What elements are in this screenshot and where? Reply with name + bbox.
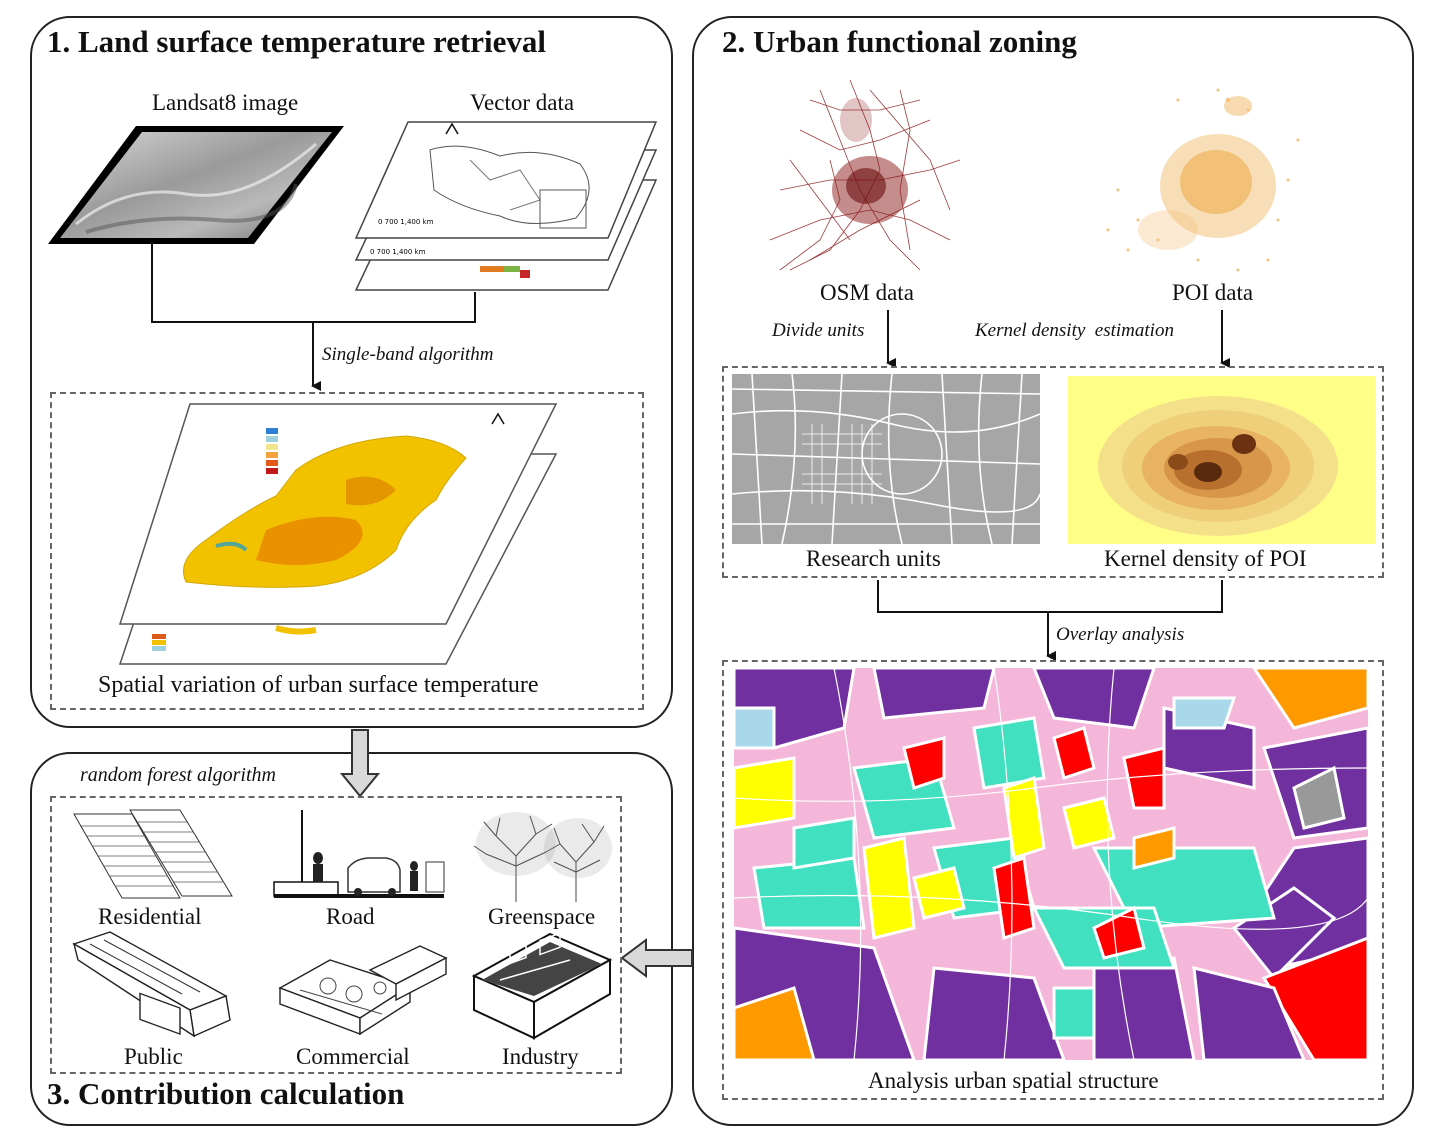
vector-label: Vector data <box>470 90 575 115</box>
public-illustration <box>72 931 231 1038</box>
panel-lst-title: 1. Land surface temperature retrieval <box>47 24 547 59</box>
research-units-label: Research units <box>806 546 941 571</box>
landsat-image <box>48 126 344 244</box>
poi-label: POI data <box>1172 280 1254 305</box>
vector-data-map: 0 700 1,400 km 0 700 1,400 km <box>354 121 658 291</box>
categories-frame <box>50 796 622 1074</box>
kde-label: Kernel density estimation <box>975 320 1174 341</box>
greenspace-illustration <box>473 812 612 902</box>
residential-illustration <box>73 809 233 899</box>
commercial-illustration <box>278 945 448 1036</box>
category-greenspace: Greenspace <box>488 904 596 929</box>
poi-scatter-map <box>1106 88 1300 272</box>
svg-text:0 700 1,400 km: 0 700 1,400 km <box>378 218 434 226</box>
category-industry: Industry <box>502 1044 579 1069</box>
random-forest-label: random forest algorithm <box>80 764 276 786</box>
category-public: Public <box>124 1044 183 1069</box>
panel-contribution-title: 3. Contribution calculation <box>47 1076 405 1111</box>
landsat-label: Landsat8 image <box>152 90 299 115</box>
research-units-map <box>732 374 1040 544</box>
lst-map <box>118 403 558 665</box>
industry-illustration <box>471 932 613 1040</box>
kernel-density-label: Kernel density of POI <box>1104 546 1307 571</box>
overlay-analysis-label: Overlay analysis <box>1056 624 1185 645</box>
kernel-density-map <box>1068 376 1376 544</box>
lst-output-label: Spatial variation of urban surface tempe… <box>98 672 539 698</box>
panel-zoning-title: 2. Urban functional zoning <box>722 24 1077 59</box>
category-residential: Residential <box>98 904 202 929</box>
osm-label: OSM data <box>820 280 914 305</box>
svg-text:0 700 1,400 km: 0 700 1,400 km <box>370 248 426 256</box>
category-road: Road <box>326 904 375 929</box>
osm-network-map <box>769 79 961 271</box>
divide-units-label: Divide units <box>772 320 865 341</box>
lst-output-frame <box>50 392 644 710</box>
structure-frame <box>722 660 1384 1100</box>
hollow-arrow-left-icon <box>620 938 693 978</box>
category-commercial: Commercial <box>296 1044 410 1069</box>
functional-zoning-map <box>734 668 1368 1060</box>
structure-label: Analysis urban spatial structure <box>868 1068 1159 1093</box>
hollow-arrow-down-icon <box>340 729 380 798</box>
road-illustration <box>273 810 445 898</box>
units-frame <box>722 366 1384 578</box>
single-band-label: Single-band algorithm <box>322 344 494 365</box>
